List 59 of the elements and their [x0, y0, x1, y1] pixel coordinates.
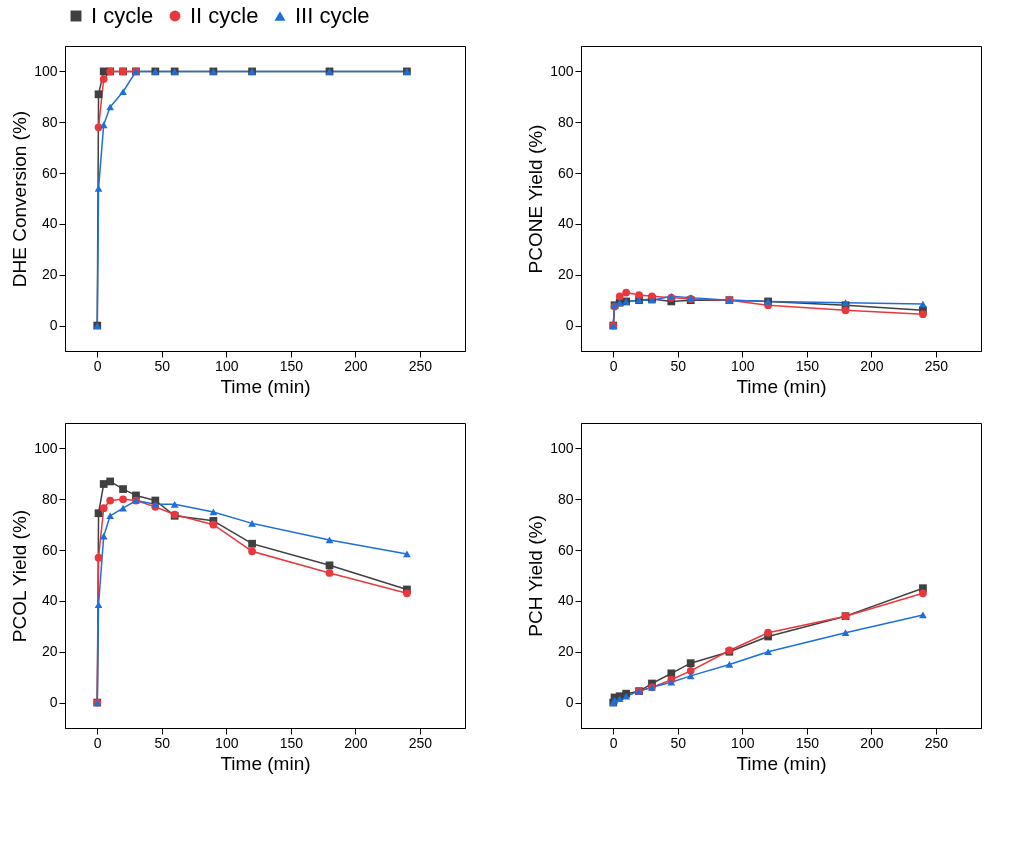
y-tick-label: 0: [49, 694, 58, 711]
y-axis-title: PCH Yield (%): [525, 515, 547, 637]
x-tick-label: 100: [731, 734, 755, 751]
x-tick-label: 150: [795, 357, 820, 374]
x-tick-label: 150: [795, 734, 820, 751]
x-tick-label: 250: [924, 357, 949, 374]
x-tick-label: 50: [670, 734, 687, 751]
x-tick-label: 250: [408, 357, 433, 374]
x-tick-label: 200: [860, 734, 884, 751]
y-tick-label: 0: [49, 317, 58, 334]
y-tick-label: 60: [557, 541, 574, 558]
x-axis-title: Time (min): [736, 375, 827, 397]
x-tick-label: 200: [344, 734, 368, 751]
x-tick-label: 50: [154, 734, 171, 751]
x-tick-label: 50: [670, 357, 687, 374]
x-tick-label: 100: [731, 357, 755, 374]
y-tick-label: 20: [41, 266, 58, 283]
y-tick-label: 0: [565, 694, 574, 711]
x-tick-label: 200: [344, 357, 368, 374]
x-tick-label: 100: [215, 357, 239, 374]
y-tick-label: 40: [557, 215, 574, 232]
y-tick-label: 100: [34, 62, 58, 79]
x-tick-label: 150: [279, 357, 304, 374]
x-tick-label: 0: [609, 734, 618, 751]
y-tick-label: 80: [41, 113, 58, 130]
y-tick-label: 20: [557, 643, 574, 660]
y-tick-label: 0: [565, 317, 574, 334]
legend-label: I cycle: [91, 3, 154, 28]
y-tick-label: 80: [557, 490, 574, 507]
y-tick-label: 100: [550, 62, 574, 79]
y-tick-label: 80: [557, 113, 574, 130]
y-tick-label: 20: [557, 266, 574, 283]
legend-label: III cycle: [295, 3, 370, 28]
y-axis-title: DHE Conversion (%): [9, 110, 31, 288]
y-tick-label: 40: [41, 592, 58, 609]
x-tick-label: 250: [408, 734, 433, 751]
x-tick-label: 50: [154, 357, 171, 374]
x-tick-label: 0: [93, 734, 102, 751]
y-tick-label: 20: [41, 643, 58, 660]
legend-label: II cycle: [190, 3, 259, 28]
y-tick-label: 40: [557, 592, 574, 609]
y-tick-label: 100: [34, 439, 58, 456]
y-tick-label: 100: [550, 439, 574, 456]
y-tick-label: 80: [41, 490, 58, 507]
y-tick-label: 40: [41, 215, 58, 232]
y-tick-label: 60: [557, 164, 574, 181]
y-tick-label: 60: [41, 541, 58, 558]
x-tick-label: 150: [279, 734, 304, 751]
x-axis-title: Time (min): [736, 752, 827, 774]
y-axis-title: PCONE Yield (%): [525, 124, 547, 274]
x-axis-title: Time (min): [220, 752, 311, 774]
y-tick-label: 60: [41, 164, 58, 181]
x-axis-title: Time (min): [220, 375, 311, 397]
x-tick-label: 0: [609, 357, 618, 374]
y-axis-title: PCOL Yield (%): [9, 509, 31, 643]
x-tick-label: 100: [215, 734, 239, 751]
x-tick-label: 200: [860, 357, 884, 374]
x-tick-label: 0: [93, 357, 102, 374]
x-tick-label: 250: [924, 734, 949, 751]
